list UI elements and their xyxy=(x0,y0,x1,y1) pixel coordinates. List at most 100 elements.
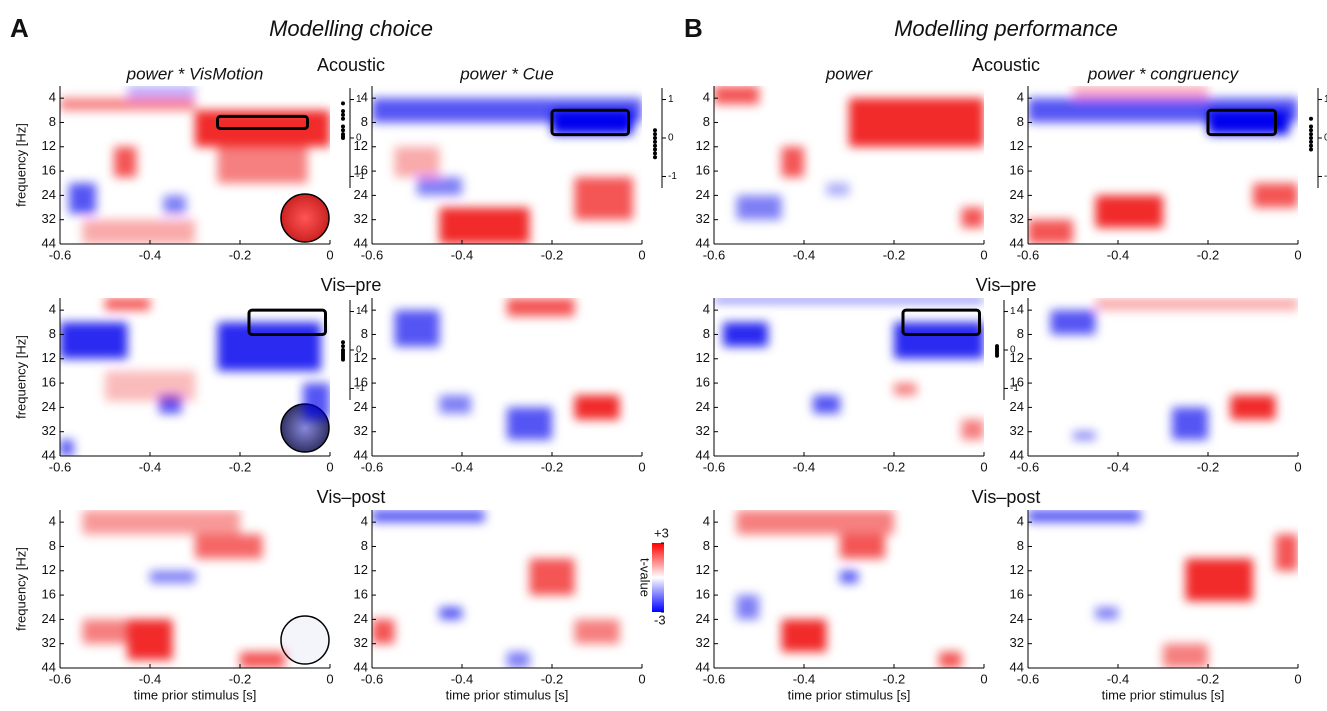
colorbar-label: t-value xyxy=(638,558,653,597)
blob xyxy=(394,310,440,347)
blob xyxy=(127,86,195,99)
y-tick-label: 12 xyxy=(42,350,56,365)
blob xyxy=(529,558,575,596)
y-tick-label: 44 xyxy=(1010,659,1024,674)
x-tick-label: -0.4 xyxy=(1107,671,1129,686)
x-tick-label: -0.4 xyxy=(451,459,473,474)
x-tick-label: 0 xyxy=(1294,247,1301,262)
y-tick-label: 32 xyxy=(1010,211,1024,226)
y-tick-label: 24 xyxy=(354,399,368,414)
blob xyxy=(507,298,575,317)
blob xyxy=(1095,607,1118,620)
inset-tick-label: -1 xyxy=(668,171,677,182)
y-tick-label: 16 xyxy=(696,163,710,178)
heatmap-panel xyxy=(1028,86,1298,244)
inset-dot xyxy=(1309,132,1313,137)
x-tick-label: -0.2 xyxy=(229,459,251,474)
section-letter: B xyxy=(684,13,703,43)
x-tick-label: 0 xyxy=(638,459,645,474)
x-tick-label: -0.6 xyxy=(361,459,383,474)
heatmap-panel xyxy=(736,510,962,668)
blobs xyxy=(1050,298,1298,440)
panel-title: power * Cue xyxy=(459,64,554,83)
y-tick-label: 44 xyxy=(696,447,710,462)
blob xyxy=(82,510,240,535)
x-tick-label: -0.6 xyxy=(1017,459,1039,474)
y-tick-label: 44 xyxy=(42,235,56,250)
blob xyxy=(240,651,285,668)
y-tick-label: 12 xyxy=(354,350,368,365)
blob xyxy=(840,570,858,583)
x-tick-label: -0.6 xyxy=(49,459,71,474)
x-tick-label: -0.4 xyxy=(1107,247,1129,262)
blobs xyxy=(1028,86,1298,244)
y-tick-label: 32 xyxy=(42,423,56,438)
x-tick-label: 0 xyxy=(638,247,645,262)
y-tick-label: 8 xyxy=(1017,326,1024,341)
blob xyxy=(394,146,440,178)
heatmap-panel xyxy=(372,510,620,668)
heatmap-panel xyxy=(82,510,285,668)
blob xyxy=(195,534,263,559)
section-title: Modelling performance xyxy=(894,16,1118,41)
y-tick-label: 4 xyxy=(49,90,56,105)
blob-layer xyxy=(394,298,620,440)
blob xyxy=(714,86,759,105)
inset-dot xyxy=(1309,139,1313,144)
y-tick-label: 4 xyxy=(703,90,710,105)
inset-tick-label: 0 xyxy=(356,133,362,144)
y-tick-label: 24 xyxy=(42,187,56,202)
inset-dot xyxy=(1309,116,1313,121)
panel-title: power xyxy=(825,64,874,83)
x-tick-label: 0 xyxy=(1294,671,1301,686)
blob xyxy=(781,146,804,178)
inset-tick-label: -1 xyxy=(1010,383,1019,394)
y-tick-label: 32 xyxy=(42,635,56,650)
blob xyxy=(939,651,962,668)
inset-dot xyxy=(341,136,345,140)
inset-dot xyxy=(653,147,657,152)
blob xyxy=(1172,407,1208,440)
cluster-outline xyxy=(247,308,327,336)
row-label: Acoustic xyxy=(972,55,1040,75)
blob xyxy=(1073,431,1096,440)
inset-tick-label: 1 xyxy=(356,94,362,105)
row-label: Acoustic xyxy=(317,55,385,75)
heatmap-panel xyxy=(714,298,984,440)
x-tick-label: -0.4 xyxy=(793,247,815,262)
x-tick-label: -0.2 xyxy=(883,247,905,262)
y-tick-label: 44 xyxy=(354,235,368,250)
blob xyxy=(574,619,620,644)
blobs xyxy=(372,98,642,244)
blob xyxy=(372,510,485,523)
inset-tick-label: 0 xyxy=(356,345,362,356)
colorbar-tick-label: -3 xyxy=(654,612,666,627)
y-tick-label: 32 xyxy=(354,423,368,438)
inset-dot xyxy=(1309,128,1313,133)
x-tick-label: -0.2 xyxy=(883,459,905,474)
blob-layer xyxy=(714,86,984,228)
y-tick-label: 32 xyxy=(696,423,710,438)
y-tick-label: 8 xyxy=(361,114,368,129)
y-tick-label: 44 xyxy=(354,659,368,674)
x-axis-label: time prior stimulus [s] xyxy=(134,687,257,702)
panel-title: power * VisMotion xyxy=(126,64,264,83)
row-label: Vis–post xyxy=(972,487,1041,507)
blob xyxy=(439,207,530,244)
y-tick-label: 32 xyxy=(696,635,710,650)
blob xyxy=(849,98,984,147)
blob xyxy=(781,619,827,652)
blob xyxy=(1073,86,1208,99)
cluster-outline xyxy=(550,108,630,137)
y-tick-label: 24 xyxy=(354,611,368,626)
y-tick-label: 32 xyxy=(354,211,368,226)
x-tick-label: -0.6 xyxy=(703,247,725,262)
blob xyxy=(826,183,849,196)
blob xyxy=(961,207,984,228)
blob xyxy=(439,607,462,620)
blob xyxy=(574,395,620,420)
y-tick-label: 44 xyxy=(1010,447,1024,462)
inset-dot xyxy=(1309,136,1313,140)
x-tick-label: -0.4 xyxy=(139,247,161,262)
y-tick-label: 8 xyxy=(1017,538,1024,553)
